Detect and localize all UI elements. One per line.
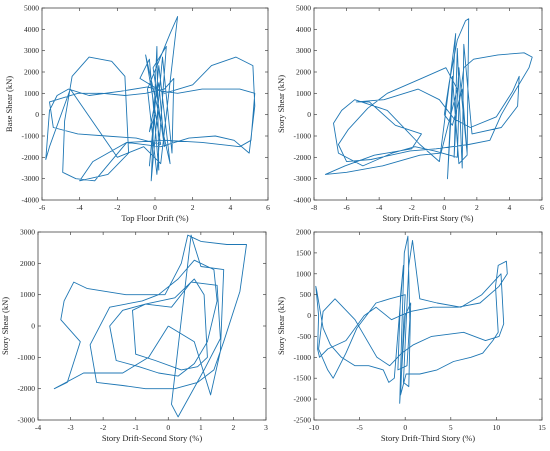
chart4-ytick-label: 500 — [300, 290, 312, 299]
chart3-ytick-label: 0 — [31, 322, 35, 331]
chart1-ytick-label: 1000 — [24, 89, 39, 98]
chart3-xtick-label: 3 — [264, 423, 268, 432]
chart1-ytick-label: -2000 — [22, 153, 40, 162]
chart1-xtick-label: 2 — [191, 203, 195, 212]
chart4-ytick-label: -1500 — [294, 374, 312, 383]
chart3-ytick-label: -2000 — [18, 384, 36, 393]
chart4-ytick-label: -500 — [297, 332, 311, 341]
chart1-series-line — [45, 16, 256, 182]
chart4-xtick-label: 5 — [449, 423, 453, 432]
chart2-ytick-label: -1000 — [294, 132, 312, 141]
chart2-xtick-label: 2 — [475, 203, 479, 212]
chart2-xtick-label: -6 — [343, 203, 349, 212]
chart4-ytick-label: 1500 — [296, 248, 311, 257]
chart2-ytick-label: 4000 — [296, 25, 311, 34]
chart4-ytick-label: 0 — [307, 311, 311, 320]
chart1-xtick-label: -6 — [39, 203, 45, 212]
chart3-ytick-label: 3000 — [20, 228, 35, 237]
chart2-ytick-label: 2000 — [296, 68, 311, 77]
chart3-ytick-label: 2000 — [20, 259, 35, 268]
chart3-xtick-label: 1 — [199, 423, 203, 432]
chart2-xtick-label: -4 — [376, 203, 382, 212]
chart1-ytick-label: 4000 — [24, 25, 39, 34]
chart3-xtick-label: 2 — [232, 423, 236, 432]
chart2-xtick-label: -8 — [311, 203, 317, 212]
chart1-xtick-label: -2 — [114, 203, 120, 212]
chart1-ylabel: Base Shear (kN) — [4, 76, 14, 132]
chart2-ytick-label: -2000 — [294, 153, 312, 162]
chart4-xtick-label: 15 — [538, 423, 546, 432]
chart1-xlabel: Top Floor Drift (%) — [121, 213, 188, 223]
chart4-xtick-label: -5 — [356, 423, 362, 432]
chart1-ytick-label: 0 — [35, 110, 39, 119]
chart2-axes-frame — [313, 7, 543, 201]
chart3-xtick-label: -3 — [67, 423, 73, 432]
chart4-ylabel: Story Shear (kN) — [276, 297, 286, 355]
chart1-ytick-label: 3000 — [24, 46, 39, 55]
chart2-ytick-label: 0 — [307, 110, 311, 119]
chart2-xlabel: Story Drift-First Story (%) — [383, 213, 474, 223]
chart1-ytick-label: -4000 — [22, 196, 40, 205]
chart4-xlabel: Story Drift-Third Story (%) — [381, 433, 475, 443]
chart1-ytick-label: -1000 — [22, 132, 40, 141]
chart3-ytick-label: -1000 — [18, 353, 36, 362]
chart2-xtick-label: 6 — [540, 203, 544, 212]
chart4-ytick-label: 2000 — [296, 228, 311, 237]
chart2-series-line — [324, 18, 533, 180]
chart3-xtick-label: 0 — [166, 423, 170, 432]
chart2-xtick-label: 4 — [508, 203, 512, 212]
chart3-xtick-label: -4 — [35, 423, 41, 432]
chart1-ytick-label: -3000 — [22, 174, 40, 183]
chart2-ytick-label: -3000 — [294, 174, 312, 183]
chart3-xtick-label: -1 — [133, 423, 139, 432]
chart4-xtick-label: 10 — [493, 423, 501, 432]
chart2-ytick-label: 3000 — [296, 46, 311, 55]
chart4-xtick-label: -10 — [309, 423, 319, 432]
chart2-ytick-label: 5000 — [296, 4, 311, 13]
chart4-ytick-label: -2000 — [294, 395, 312, 404]
chart3-series-line — [53, 234, 247, 418]
chart1-ytick-label: 5000 — [24, 4, 39, 13]
chart2-xtick-label: -2 — [409, 203, 415, 212]
chart2-ytick-label: 1000 — [296, 89, 311, 98]
chart4-ytick-label: -2500 — [294, 416, 312, 425]
chart1-xtick-label: 6 — [266, 203, 270, 212]
chart2-ytick-label: -4000 — [294, 196, 312, 205]
chart3-ylabel: Story Shear (kN) — [0, 297, 10, 355]
chart4-xtick-label: 0 — [403, 423, 407, 432]
chart2-ylabel: Story Shear (kN) — [276, 75, 286, 133]
chart4-ytick-label: 1000 — [296, 269, 311, 278]
chart3-ytick-label: -3000 — [18, 416, 36, 425]
chart3-ytick-label: 1000 — [20, 290, 35, 299]
chart4-axes-frame — [313, 231, 543, 421]
chart2-xtick-label: 0 — [442, 203, 446, 212]
chart1-xtick-label: 4 — [228, 203, 232, 212]
chart1-xtick-label: 0 — [153, 203, 157, 212]
chart1-ytick-label: 2000 — [24, 68, 39, 77]
chart4-ytick-label: -1000 — [294, 353, 312, 362]
chart4-series-line — [315, 235, 508, 404]
chart1-xtick-label: -4 — [77, 203, 83, 212]
chart3-xtick-label: -2 — [100, 423, 106, 432]
chart3-xlabel: Story Drift-Second Story (%) — [102, 433, 203, 443]
